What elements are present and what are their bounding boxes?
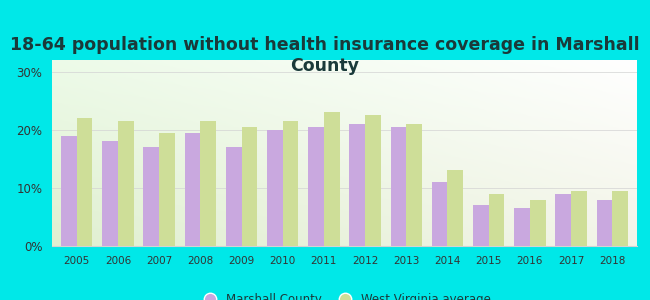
Bar xyxy=(159,133,175,246)
Bar xyxy=(571,191,587,246)
Bar xyxy=(597,200,612,246)
Bar xyxy=(283,121,298,246)
Bar xyxy=(406,124,422,246)
Bar xyxy=(432,182,447,246)
Bar xyxy=(242,127,257,246)
Legend: Marshall County, West Virginia average: Marshall County, West Virginia average xyxy=(194,288,495,300)
Bar xyxy=(185,133,200,246)
Bar xyxy=(267,130,283,246)
Bar xyxy=(556,194,571,246)
Bar xyxy=(102,141,118,246)
Bar xyxy=(514,208,530,246)
Bar xyxy=(391,127,406,246)
Bar xyxy=(226,147,242,246)
Bar xyxy=(612,191,628,246)
Bar xyxy=(530,200,545,246)
Bar xyxy=(473,205,489,246)
Bar xyxy=(77,118,92,246)
Bar xyxy=(365,115,381,246)
Bar xyxy=(144,147,159,246)
Bar xyxy=(61,136,77,246)
Bar xyxy=(489,194,504,246)
Bar xyxy=(447,170,463,246)
Bar xyxy=(118,121,133,246)
Bar xyxy=(324,112,339,246)
Text: 18-64 population without health insurance coverage in Marshall
County: 18-64 population without health insuranc… xyxy=(10,36,640,75)
Bar xyxy=(200,121,216,246)
Bar xyxy=(350,124,365,246)
Bar xyxy=(308,127,324,246)
